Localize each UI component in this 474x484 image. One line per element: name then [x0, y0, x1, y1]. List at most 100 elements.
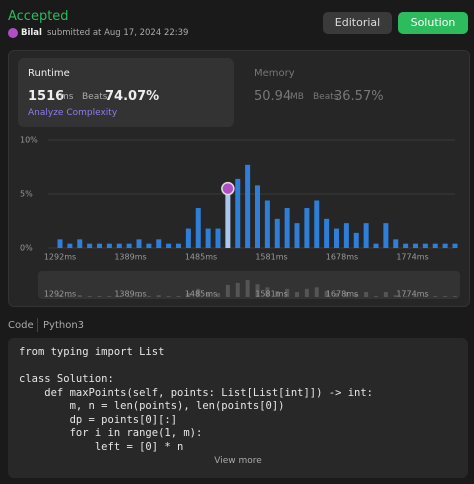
- x-tick-label: 1581ms: [255, 253, 287, 262]
- overview-bar: [255, 284, 260, 297]
- bar: [314, 200, 320, 248]
- code-line: def maxPoints(self, points: List[List[in…: [19, 386, 374, 399]
- overview-bar: [97, 296, 102, 297]
- overview-bar: [344, 291, 349, 297]
- runtime-unit: ms: [60, 92, 74, 102]
- view-more[interactable]: View more: [214, 456, 262, 466]
- bar: [57, 239, 63, 248]
- overview-bar: [58, 295, 62, 297]
- editorial-button[interactable]: Editorial: [323, 12, 392, 34]
- code-line: class Solution:: [19, 373, 114, 385]
- user[interactable]: Bilal: [21, 28, 42, 38]
- x-tick-label: 1389ms: [114, 253, 146, 262]
- overview-bar: [225, 284, 230, 297]
- bar: [126, 243, 132, 248]
- overview-bar: [403, 296, 408, 297]
- bar: [383, 223, 389, 248]
- overview-label: 1581ms: [255, 290, 287, 299]
- bar: [284, 208, 290, 248]
- bar: [343, 223, 349, 248]
- beats-label: Beats: [82, 92, 108, 102]
- bar: [334, 228, 339, 248]
- bar: [245, 164, 251, 248]
- overview-bar: [216, 293, 220, 297]
- overview-bar: [314, 287, 319, 297]
- bar: [324, 218, 330, 248]
- y-tick-label: 10%: [20, 136, 38, 145]
- memory-beats: 36.57%: [334, 89, 384, 104]
- submitted: submitted at Aug 17, 2024 22:39: [47, 28, 189, 38]
- overview-label: 1389ms: [114, 290, 146, 299]
- bar: [422, 243, 428, 248]
- solution-button[interactable]: Solution: [398, 12, 468, 34]
- runtime-beats: 74.07%: [105, 89, 160, 104]
- overview-bar: [393, 295, 398, 297]
- overview-bar: [107, 296, 112, 297]
- overview-bar: [433, 296, 438, 297]
- overview-bar: [334, 293, 339, 297]
- overview-bar: [117, 296, 122, 297]
- code-line: m, n = len(points), len(points[0]): [19, 400, 285, 412]
- overview-bar: [304, 288, 309, 297]
- overview-bar: [196, 288, 201, 297]
- overview-bar: [265, 287, 270, 297]
- divider: [37, 318, 38, 332]
- bar: [304, 208, 310, 248]
- overview-label: 1292ms: [44, 290, 76, 299]
- bar: [442, 243, 448, 248]
- memory-value: 50.94: [254, 89, 292, 104]
- overview-label: 1774ms: [396, 290, 428, 299]
- code-line: left = [0] * n: [19, 440, 184, 453]
- avatar: [8, 28, 18, 38]
- bar: [176, 243, 181, 248]
- bar: [185, 228, 191, 248]
- x-tick-label: 1774ms: [396, 253, 428, 262]
- code-lines: from typing import List​class Solution: …: [19, 346, 373, 454]
- x-tick-label: 1678ms: [326, 253, 358, 262]
- bar: [106, 243, 112, 248]
- overview-bar: [186, 293, 191, 297]
- overview-bar: [206, 293, 211, 297]
- bar: [67, 243, 73, 248]
- bar: [452, 243, 458, 248]
- overview-bar: [235, 282, 240, 297]
- bar: [373, 243, 379, 248]
- overview-bar: [354, 293, 359, 297]
- overview-bar: [166, 296, 171, 297]
- bar: [146, 243, 152, 248]
- bar: [235, 178, 241, 248]
- bar: [432, 243, 438, 248]
- bar: [413, 243, 418, 248]
- analyze-link[interactable]: Analyze Complexity: [28, 108, 118, 118]
- beats-label: Beats: [313, 92, 339, 102]
- bar: [87, 243, 93, 248]
- bar: [393, 239, 399, 248]
- overview-bar: [374, 296, 378, 297]
- memory-label[interactable]: Memory: [254, 68, 295, 79]
- overview-bar: [275, 291, 280, 297]
- status: Accepted: [8, 9, 69, 24]
- y-tick-label: 0%: [20, 244, 33, 253]
- bar: [97, 243, 102, 248]
- overview-bar: [87, 296, 92, 297]
- code-line: for i in range(1, m):: [19, 427, 203, 439]
- bar: [294, 223, 300, 248]
- bar: [136, 239, 142, 248]
- bar: [205, 228, 211, 248]
- overview-bar: [364, 291, 369, 297]
- x-tick-label: 1292ms: [44, 253, 76, 262]
- overview-label: 1485ms: [185, 290, 217, 299]
- runtime-card: [18, 58, 234, 127]
- bar: [274, 218, 280, 248]
- overview-bar: [443, 296, 448, 297]
- your-submission-marker: [221, 181, 235, 196]
- code-line: dp = points[0][:]: [19, 413, 178, 426]
- bar: [116, 243, 122, 248]
- code-line: from typing import List: [19, 346, 165, 358]
- y-tick-label: 5%: [20, 190, 33, 199]
- bar: [195, 208, 201, 248]
- code-box: from typing import List​class Solution: …: [8, 338, 468, 478]
- x-tick-label: 1485ms: [185, 253, 217, 262]
- overview-bar: [137, 295, 141, 297]
